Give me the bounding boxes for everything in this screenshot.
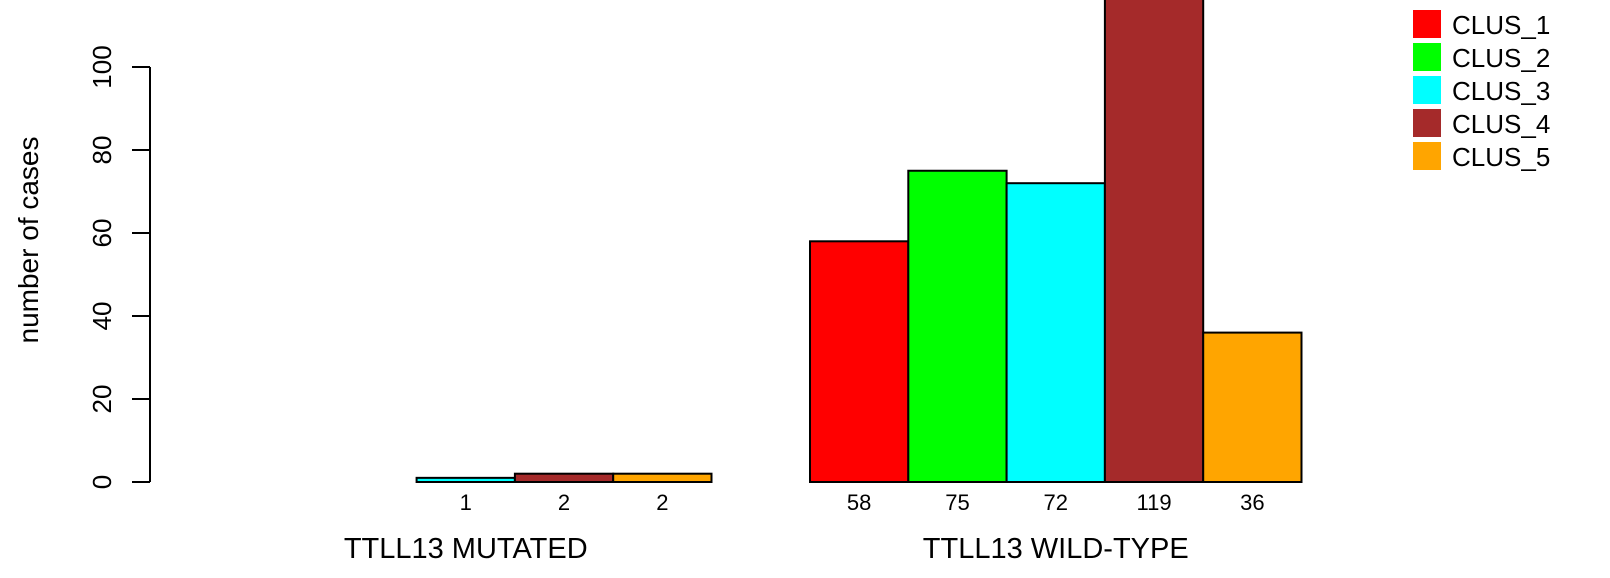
y-tick-label: 20 <box>87 385 117 414</box>
bar-value-label: 119 <box>1137 490 1172 515</box>
bar-value-label: 36 <box>1240 490 1264 515</box>
legend-swatch <box>1413 43 1441 71</box>
bar-clus-5 <box>612 472 713 484</box>
bar-clus-1 <box>809 240 910 483</box>
value-labels: 1 2 2 58 75 72 119 36 <box>460 490 1265 515</box>
legend-label: CLUS_1 <box>1452 10 1550 40</box>
bar-clus-2 <box>907 169 1008 483</box>
bar-clus-3 <box>1005 182 1106 483</box>
y-axis-label: number of cases <box>13 137 44 344</box>
group-label: TTLL13 MUTATED <box>344 533 588 565</box>
y-tick-label: 60 <box>87 219 117 248</box>
y-tick-label: 40 <box>87 302 117 331</box>
bar-value-label: 2 <box>558 490 570 515</box>
legend-swatch <box>1413 76 1441 104</box>
bar-value-label: 72 <box>1044 490 1068 515</box>
legend-label: CLUS_5 <box>1452 142 1550 172</box>
group-labels: TTLL13 MUTATED TTLL13 WILD-TYPE <box>344 533 1189 565</box>
bar-value-label: 2 <box>656 490 668 515</box>
legend-label: CLUS_4 <box>1452 109 1550 139</box>
legend-label: CLUS_2 <box>1452 43 1550 73</box>
bar-clus-3 <box>415 476 516 484</box>
bar-value-label: 75 <box>945 490 969 515</box>
legend-swatch <box>1413 142 1441 170</box>
bar-clus-4 <box>1103 0 1205 483</box>
bar-clus-4 <box>513 472 615 484</box>
legend-swatch <box>1413 109 1441 137</box>
legend-swatch <box>1413 10 1441 38</box>
y-tick-label: 0 <box>87 475 117 489</box>
legend-label: CLUS_3 <box>1452 76 1550 106</box>
group-label: TTLL13 WILD-TYPE <box>923 533 1189 565</box>
bar-value-label: 58 <box>847 490 871 515</box>
bar-value-label: 1 <box>460 490 472 515</box>
y-tick-label: 80 <box>87 136 117 165</box>
y-axis: 0 20 40 60 80 100 <box>87 45 151 489</box>
bars <box>415 0 1303 484</box>
y-tick-label: 100 <box>87 45 117 88</box>
bar-clus-5 <box>1202 331 1303 483</box>
